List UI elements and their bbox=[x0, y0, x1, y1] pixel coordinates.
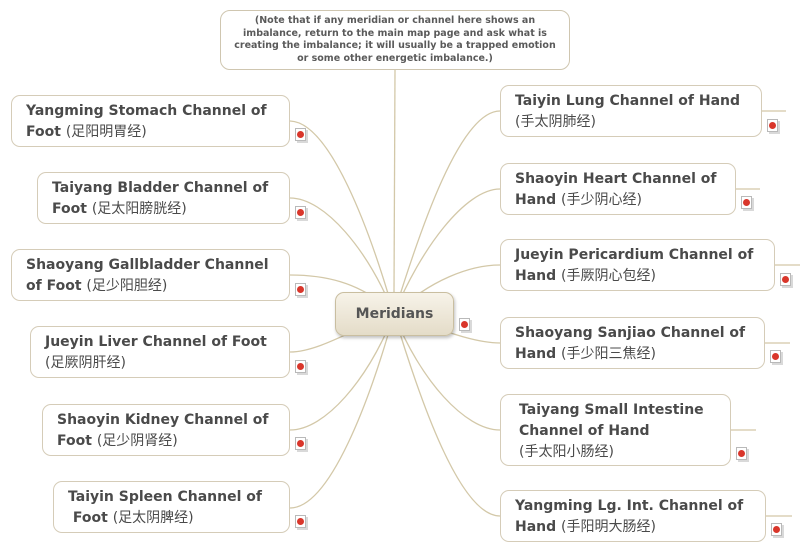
document-attachment-icon[interactable] bbox=[770, 350, 781, 363]
connector-left-5 bbox=[289, 313, 395, 431]
imbalance-note-text: (Note that if any meridian or channel he… bbox=[234, 15, 556, 64]
topic-label-line2: (足厥阴肝经) bbox=[45, 355, 126, 371]
topic-label-line2: Foot (足少阴肾经) bbox=[57, 433, 178, 449]
topic-label-line1: Yangming Lg. Int. Channel of bbox=[515, 498, 744, 514]
topic-label-line3: (手太阳小肠经) bbox=[519, 444, 614, 460]
connector-right-5 bbox=[393, 313, 501, 431]
topic-label-line1: Taiyang Bladder Channel of bbox=[52, 180, 269, 196]
topic-large-intestine-channel[interactable]: Yangming Lg. Int. Channel of Hand (手阳明大肠… bbox=[500, 490, 766, 542]
document-attachment-icon[interactable] bbox=[295, 283, 306, 296]
imbalance-note: (Note that if any meridian or channel he… bbox=[220, 10, 570, 70]
topic-label-line2: Foot (足阳明胃经) bbox=[26, 124, 147, 140]
topic-label-line2: Hand (手少阴心经) bbox=[515, 192, 642, 208]
topic-label-line1: Jueyin Liver Channel of Foot bbox=[45, 334, 267, 350]
topic-label-line2: (手太阴肺经) bbox=[515, 114, 596, 130]
connector-note bbox=[393, 69, 396, 293]
topic-label-line2: Foot (足太阳膀胱经) bbox=[52, 201, 187, 217]
document-attachment-icon[interactable] bbox=[741, 196, 752, 209]
topic-sanjiao-channel[interactable]: Shaoyang Sanjiao Channel of Hand (手少阳三焦经… bbox=[500, 317, 765, 369]
connector-left-1 bbox=[289, 120, 395, 315]
topic-label-line1: Jueyin Pericardium Channel of bbox=[515, 247, 754, 263]
topic-label-line1: Shaoyang Gallbladder Channel bbox=[26, 257, 269, 273]
central-topic-meridians[interactable]: Meridians bbox=[335, 292, 454, 336]
document-attachment-icon[interactable] bbox=[771, 523, 782, 536]
document-attachment-icon[interactable] bbox=[295, 206, 306, 219]
topic-label-line1: Shaoyin Kidney Channel of bbox=[57, 412, 269, 428]
topic-label-line2: Channel of Hand bbox=[519, 423, 650, 439]
document-attachment-icon[interactable] bbox=[780, 273, 791, 286]
topic-label-line2: Hand (手少阳三焦经) bbox=[515, 346, 656, 362]
document-attachment-icon[interactable] bbox=[459, 318, 470, 331]
topic-label-line1: Taiyin Spleen Channel of bbox=[68, 489, 262, 505]
document-attachment-icon[interactable] bbox=[295, 360, 306, 373]
topic-label-line2: Foot (足太阴脾经) bbox=[72, 510, 194, 526]
topic-gallbladder-channel[interactable]: Shaoyang Gallbladder Channel of Foot (足少… bbox=[11, 249, 290, 301]
topic-label-line1: Shaoyang Sanjiao Channel of bbox=[515, 325, 746, 341]
topic-heart-channel[interactable]: Shaoyin Heart Channel of Hand (手少阴心经) bbox=[500, 163, 736, 215]
topic-label-line2: Hand (手阳明大肠经) bbox=[515, 519, 656, 535]
topic-kidney-channel[interactable]: Shaoyin Kidney Channel of Foot (足少阴肾经) bbox=[42, 404, 290, 456]
central-topic-label: Meridians bbox=[355, 306, 434, 322]
topic-small-intestine-channel[interactable]: Taiyang Small Intestine Channel of Hand … bbox=[500, 394, 731, 466]
topic-stomach-channel[interactable]: Yangming Stomach Channel of Foot (足阳明胃经) bbox=[11, 95, 290, 147]
document-attachment-icon[interactable] bbox=[736, 447, 747, 460]
topic-label-line2: Hand (手厥阴心包经) bbox=[515, 268, 656, 284]
topic-spleen-channel[interactable]: Taiyin Spleen Channel of Foot (足太阴脾经) bbox=[53, 481, 290, 533]
connector-right-6 bbox=[393, 313, 501, 517]
connector-right-1 bbox=[393, 110, 501, 315]
connector-left-6 bbox=[289, 313, 395, 509]
document-attachment-icon[interactable] bbox=[295, 437, 306, 450]
topic-pericardium-channel[interactable]: Jueyin Pericardium Channel of Hand (手厥阴心… bbox=[500, 239, 775, 291]
topic-label-line1: Taiyin Lung Channel of Hand bbox=[515, 93, 741, 109]
topic-lung-channel[interactable]: Taiyin Lung Channel of Hand (手太阴肺经) bbox=[500, 85, 762, 137]
topic-label-line2: of Foot (足少阳胆经) bbox=[26, 278, 168, 294]
document-attachment-icon[interactable] bbox=[295, 128, 306, 141]
topic-label-line1: Yangming Stomach Channel of bbox=[26, 103, 267, 119]
document-attachment-icon[interactable] bbox=[295, 515, 306, 528]
document-attachment-icon[interactable] bbox=[767, 119, 778, 132]
connector-left-2 bbox=[289, 197, 395, 315]
topic-label-line1: Shaoyin Heart Channel of bbox=[515, 171, 717, 187]
topic-label-line1: Taiyang Small Intestine bbox=[519, 402, 704, 418]
topic-bladder-channel[interactable]: Taiyang Bladder Channel of Foot (足太阳膀胱经) bbox=[37, 172, 290, 224]
connector-right-2 bbox=[393, 188, 501, 315]
topic-liver-channel[interactable]: Jueyin Liver Channel of Foot (足厥阴肝经) bbox=[30, 326, 290, 378]
